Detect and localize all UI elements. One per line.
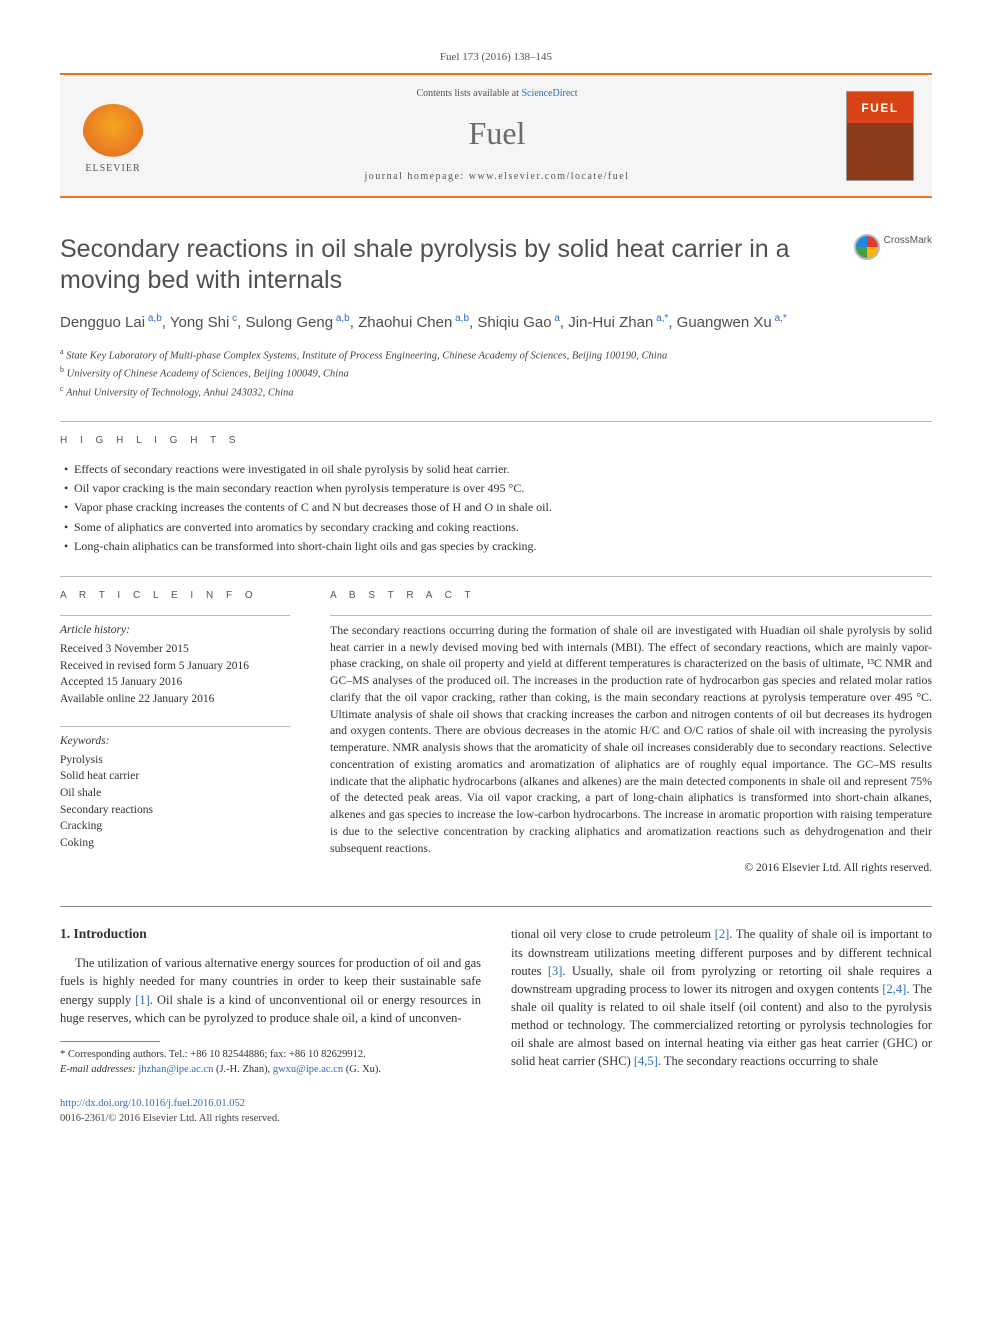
divider [60,906,932,907]
highlight-item: Vapor phase cracking increases the conte… [64,498,932,517]
author: Shiqiu Gao a [477,314,560,331]
highlights-list: Effects of secondary reactions were inve… [60,460,932,556]
affiliation-line: a State Key Laboratory of Multi-phase Co… [60,346,932,364]
article-title: Secondary reactions in oil shale pyrolys… [60,234,834,297]
keyword: Oil shale [60,785,290,802]
author: Jin-Hui Zhan a,* [568,314,668,331]
history-head: Article history: [60,622,290,638]
sciencedirect-link[interactable]: ScienceDirect [521,88,577,99]
keywords: Keywords: PyrolysisSolid heat carrierOil… [60,733,290,852]
highlight-item: Some of aliphatics are converted into ar… [64,518,932,537]
publisher-name: ELSEVIER [85,162,140,176]
keyword: Secondary reactions [60,802,290,819]
elsevier-tree-icon [83,104,143,158]
doi-link[interactable]: http://dx.doi.org/10.1016/j.fuel.2016.01… [60,1098,245,1109]
citation: Fuel 173 (2016) 138–145 [60,50,932,65]
highlight-item: Effects of secondary reactions were inve… [64,460,932,479]
section-heading: 1. Introduction [60,925,481,944]
author: Dengguo Lai a,b [60,314,162,331]
history-line: Accepted 15 January 2016 [60,674,290,691]
homepage-line: journal homepage: www.elsevier.com/locat… [166,170,828,184]
ref-link[interactable]: [1] [135,993,150,1007]
cover-thumbnail[interactable]: FUEL [846,91,914,181]
homepage-prefix: journal homepage: [365,171,469,182]
footnote-rule [60,1041,160,1042]
affiliation-line: b University of Chinese Academy of Scien… [60,364,932,382]
affiliation-line: c Anhui University of Technology, Anhui … [60,383,932,401]
keyword: Cracking [60,818,290,835]
corresponding-footnote: * Corresponding authors. Tel.: +86 10 82… [60,1048,481,1063]
history-line: Available online 22 January 2016 [60,691,290,708]
divider [60,615,290,616]
ref-link[interactable]: [3] [548,964,563,978]
author: Yong Shi c [170,314,237,331]
author-affil-sup[interactable]: a,b [452,313,469,324]
journal-name: Fuel [166,111,828,156]
contents-line: Contents lists available at ScienceDirec… [166,87,828,101]
email-label: E-mail addresses: [60,1064,138,1075]
author-affil-sup[interactable]: a [552,313,560,324]
article-history: Article history: Received 3 November 201… [60,622,290,708]
history-line: Received in revised form 5 January 2016 [60,658,290,675]
keyword: Coking [60,835,290,852]
author-affil-sup[interactable]: a,* [653,313,668,324]
elsevier-logo[interactable]: ELSEVIER [78,96,148,176]
divider [60,576,932,577]
crossmark-widget[interactable]: CrossMark [854,234,932,334]
email-link[interactable]: gwxu@ipe.ac.cn [273,1064,343,1075]
author: Zhaohui Chen a,b [358,314,469,331]
crossmark-icon [854,234,880,260]
keywords-head: Keywords: [60,733,290,749]
divider [60,726,290,727]
highlight-item: Long-chain aliphatics can be transformed… [64,537,932,556]
ref-link[interactable]: [2,4] [882,982,906,996]
author-affil-sup[interactable]: a,* [772,313,787,324]
history-line: Received 3 November 2015 [60,641,290,658]
copyright: © 2016 Elsevier Ltd. All rights reserved… [330,860,932,876]
footer: http://dx.doi.org/10.1016/j.fuel.2016.01… [60,1097,932,1126]
body-paragraph: The utilization of various alternative e… [60,954,481,1027]
email-link[interactable]: jhzhan@ipe.ac.cn [138,1064,213,1075]
journal-header: ELSEVIER Contents lists available at Sci… [60,73,932,198]
author-list: Dengguo Lai a,b, Yong Shi c, Sulong Geng… [60,311,834,335]
email-who: (G. Xu). [343,1064,381,1075]
keyword: Solid heat carrier [60,768,290,785]
homepage-url[interactable]: www.elsevier.com/locate/fuel [469,171,630,182]
crossmark-label: CrossMark [884,234,932,248]
article-info-label: A R T I C L E I N F O [60,589,290,603]
author-affil-sup[interactable]: a,b [333,313,350,324]
keyword: Pyrolysis [60,752,290,769]
body-paragraph: tional oil very close to crude petroleum… [511,925,932,1070]
email-footnote: E-mail addresses: jhzhan@ipe.ac.cn (J.-H… [60,1063,481,1078]
ref-link[interactable]: [4,5] [634,1054,658,1068]
abstract-label: A B S T R A C T [330,589,932,603]
ref-link[interactable]: [2] [715,927,730,941]
issn-line: 0016-2361/© 2016 Elsevier Ltd. All right… [60,1112,932,1127]
highlights-label: H I G H L I G H T S [60,434,932,448]
highlight-item: Oil vapor cracking is the main secondary… [64,479,932,498]
author: Sulong Geng a,b [245,314,349,331]
divider [330,615,932,616]
affiliations: a State Key Laboratory of Multi-phase Co… [60,346,932,401]
author: Guangwen Xu a,* [677,314,787,331]
email-who: (J.-H. Zhan), [213,1064,272,1075]
contents-prefix: Contents lists available at [416,88,521,99]
author-affil-sup[interactable]: c [229,313,237,324]
cover-title: FUEL [847,100,913,117]
author-affil-sup[interactable]: a,b [145,313,162,324]
abstract-text: The secondary reactions occurring during… [330,622,932,857]
divider [60,421,932,422]
